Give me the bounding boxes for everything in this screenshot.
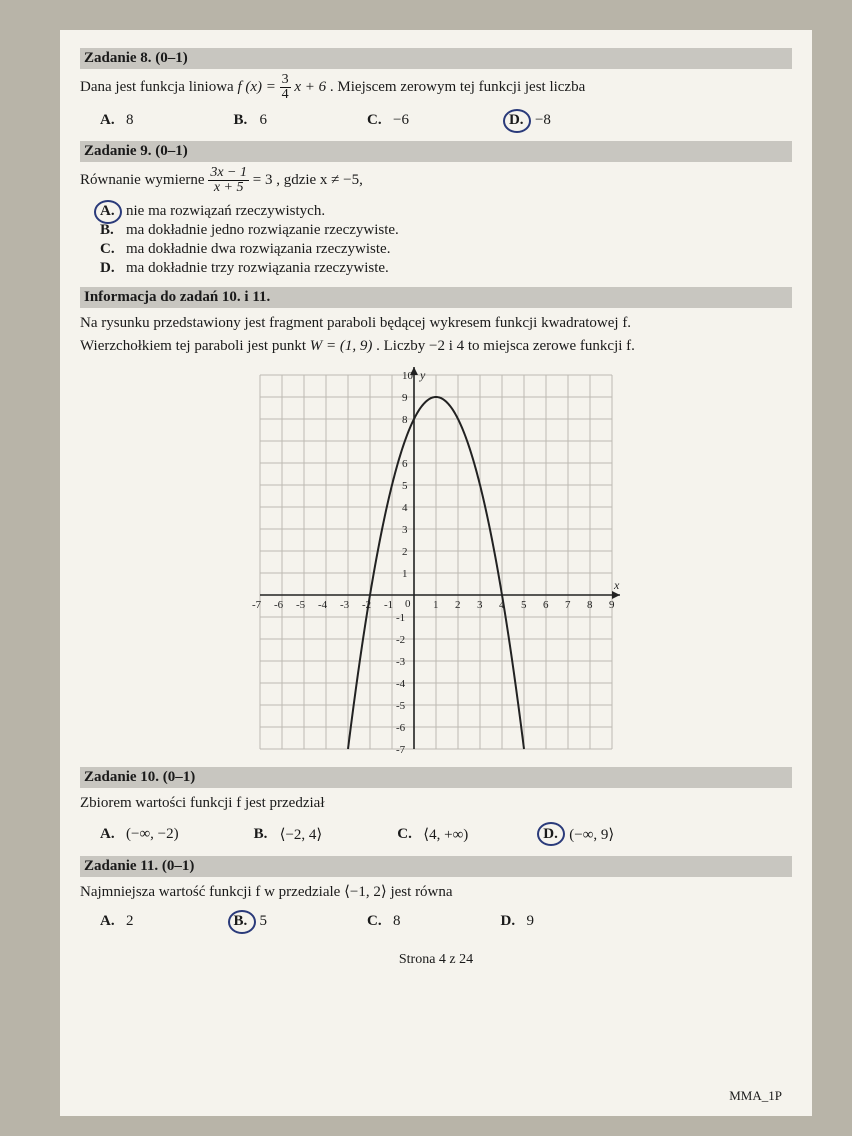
q10-answer-c: C.⟨4, +∞) [397,825,468,844]
q9-formula-suffix: = 3 [253,172,273,188]
q8-text-after: . Miejscem zerowym tej funkcji jest licz… [330,79,585,95]
q10-answer-b: B.⟨−2, 4⟩ [254,825,323,844]
q8-answers: A.8 B.6 C.−6 D.−8 [100,110,792,131]
q9-fraction: 3x − 1 x + 5 [208,166,249,195]
q9-answers: A.nie ma rozwiązań rzeczywistych. B.ma d… [100,203,792,277]
q10-answers: A.(−∞, −2) B.⟨−2, 4⟩ C.⟨4, +∞) D.(−∞, 9⟩ [100,823,792,846]
svg-text:-7: -7 [396,744,406,756]
info-header: Informacja do zadań 10. i 11. [80,287,792,308]
q11-text-b: jest równa [390,884,452,900]
q10-answer-d: D.(−∞, 9⟩ [543,825,614,844]
svg-text:2: 2 [402,546,408,558]
svg-text:-6: -6 [274,599,284,611]
q9-answer-a: A.nie ma rozwiązań rzeczywistych. [100,203,792,220]
svg-text:-5: -5 [396,700,406,712]
q11-header: Zadanie 11. (0–1) [80,856,792,877]
q10-answer-a: A.(−∞, −2) [100,825,179,844]
q11-answer-c: C.8 [367,913,401,930]
q8-formula-suffix: x + 6 [294,79,326,95]
svg-text:-4: -4 [318,599,328,611]
q9-answer-b: B.ma dokładnie jedno rozwiązanie rzeczyw… [100,222,792,239]
q8-fx: f (x) = [237,79,279,95]
svg-text:3: 3 [477,599,483,611]
q9-text-before: Równanie wymierne [80,172,208,188]
q10-text: Zbiorem wartości funkcji f jest przedzia… [80,792,792,815]
q8-answer-b: B.6 [234,112,268,129]
q11-text: Najmniejsza wartość funkcji f w przedzia… [80,881,792,904]
info-line2b: . Liczby −2 i 4 to miejsca zerowe funkcj… [376,338,635,354]
q8-text-before: Dana jest funkcja liniowa [80,79,237,95]
q9-answer-c: C.ma dokładnie dwa rozwiązania rzeczywis… [100,241,792,258]
info-line1: Na rysunku przedstawiony jest fragment p… [80,315,631,331]
svg-text:10: 10 [402,370,414,382]
parabola-svg: -7-6-5-4-3-2-10123456789-7-6-5-4-3-2-112… [240,365,632,759]
q8-answer-a: A.8 [100,112,134,129]
svg-text:-3: -3 [396,656,406,668]
page-footer: Strona 4 z 24 [80,952,792,968]
q11-answer-b: B.5 [234,913,268,930]
svg-text:7: 7 [565,599,571,611]
svg-text:-1: -1 [396,612,405,624]
q9-text: Równanie wymierne 3x − 1 x + 5 = 3 , gdz… [80,166,792,195]
svg-text:-2: -2 [396,634,405,646]
q8-frac-num: 3 [280,73,291,88]
q8-answer-c: C.−6 [367,112,409,129]
q9-header: Zadanie 9. (0–1) [80,141,792,162]
q11-answer-d: D.9 [501,913,535,930]
svg-text:5: 5 [402,480,408,492]
parabola-chart: -7-6-5-4-3-2-10123456789-7-6-5-4-3-2-112… [80,365,792,759]
q11-answers: A.2 B.5 C.8 D.9 [100,911,792,932]
q9-frac-num: 3x − 1 [208,166,249,181]
svg-text:x: x [613,578,620,592]
q9-frac-den: x + 5 [208,181,249,195]
exam-page: Zadanie 8. (0–1) Dana jest funkcja linio… [60,30,812,1116]
svg-text:1: 1 [433,599,439,611]
q11-interval: ⟨−1, 2⟩ [344,884,387,900]
svg-text:-7: -7 [252,599,262,611]
svg-text:9: 9 [609,599,615,611]
svg-text:8: 8 [402,414,408,426]
svg-text:y: y [419,368,426,382]
svg-text:-4: -4 [396,678,406,690]
page-code: MMA_1P [729,1088,782,1104]
q9-answer-d: D.ma dokładnie trzy rozwiązania rzeczywi… [100,260,792,277]
q11-text-a: Najmniejsza wartość funkcji f w przedzia… [80,884,344,900]
svg-text:-6: -6 [396,722,406,734]
svg-text:6: 6 [543,599,549,611]
svg-text:6: 6 [402,458,408,470]
info-line2a: Wierzchołkiem tej paraboli jest punkt [80,338,310,354]
q9-text-after: , gdzie x ≠ −5, [276,172,363,188]
svg-text:-1: -1 [384,599,393,611]
q8-answer-d: D.−8 [509,112,551,129]
svg-text:2: 2 [455,599,461,611]
svg-text:3: 3 [402,524,408,536]
svg-text:4: 4 [402,502,408,514]
svg-text:9: 9 [402,392,408,404]
svg-text:-5: -5 [296,599,306,611]
q8-frac-den: 4 [280,88,291,102]
svg-text:1: 1 [402,568,408,580]
info-text: Na rysunku przedstawiony jest fragment p… [80,312,792,357]
q8-text: Dana jest funkcja liniowa f (x) = 3 4 x … [80,73,792,102]
svg-text:-3: -3 [340,599,350,611]
q8-header: Zadanie 8. (0–1) [80,48,792,69]
q10-header: Zadanie 10. (0–1) [80,767,792,788]
q8-fraction: 3 4 [280,73,291,102]
svg-text:0: 0 [405,598,411,610]
info-W: W = (1, 9) [310,338,373,354]
svg-text:5: 5 [521,599,527,611]
svg-text:8: 8 [587,599,593,611]
q11-answer-a: A.2 [100,913,134,930]
